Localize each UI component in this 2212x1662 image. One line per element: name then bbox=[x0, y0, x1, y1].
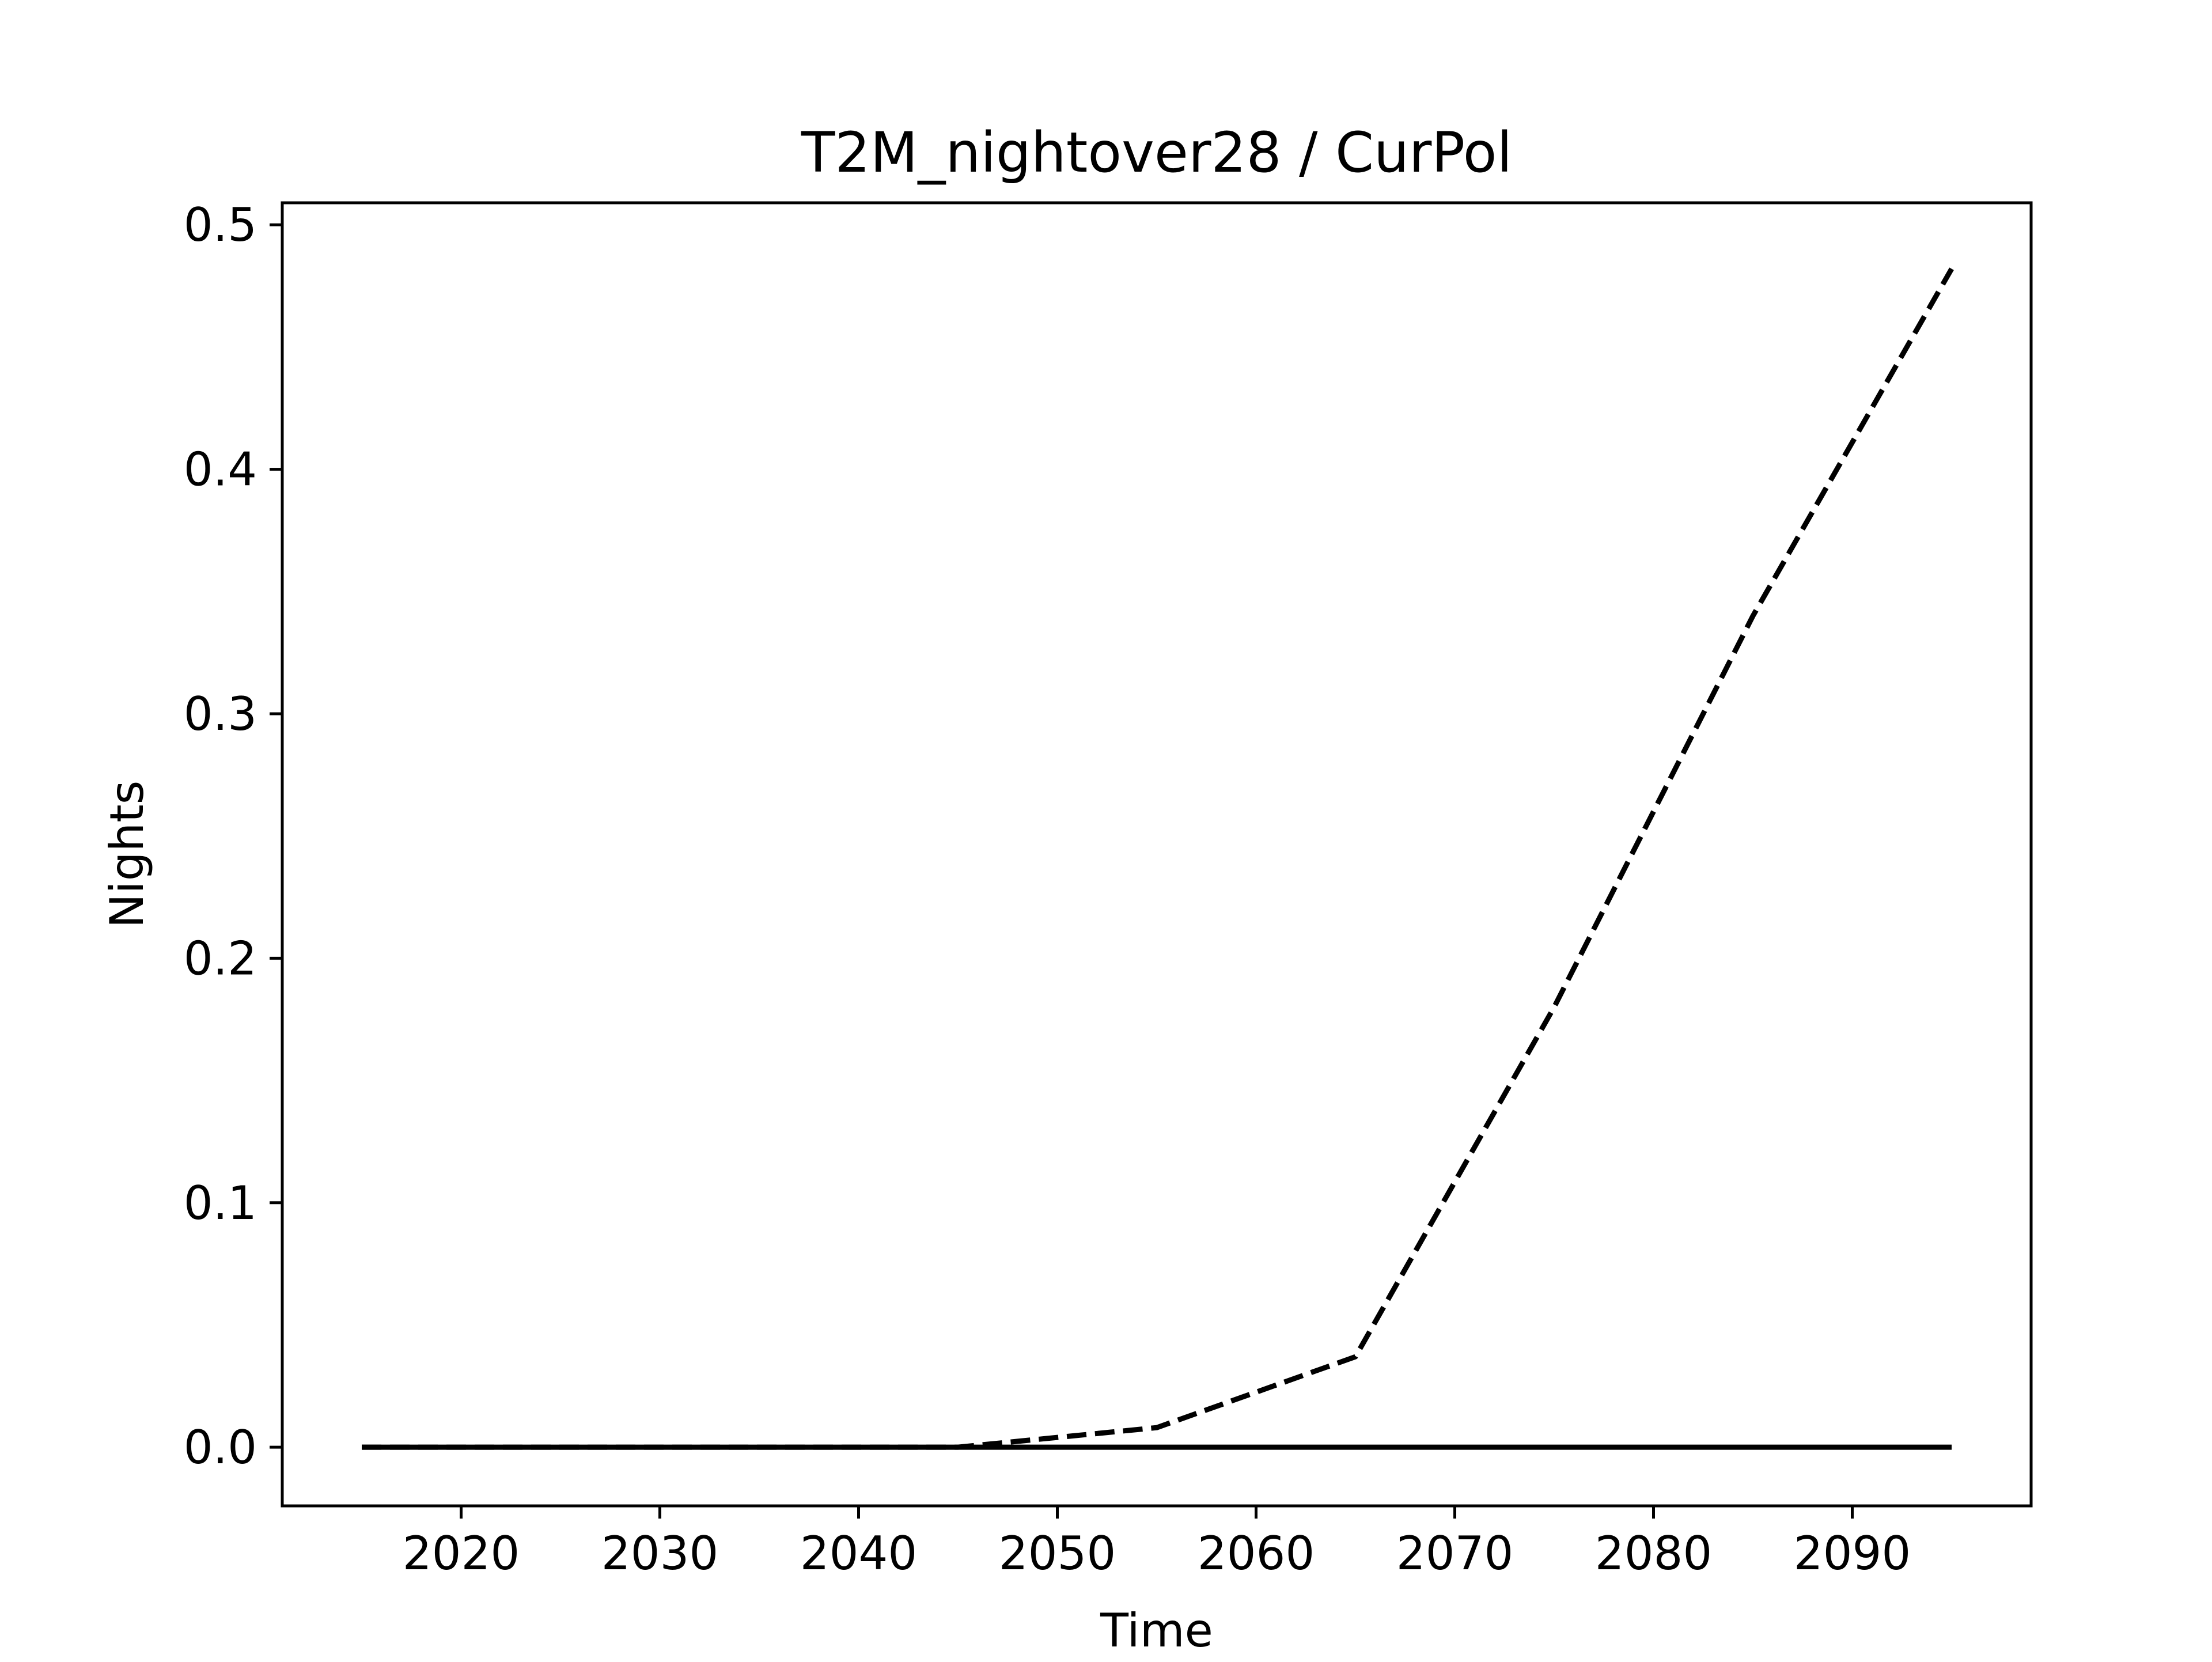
series-line-dashed bbox=[362, 267, 1954, 1450]
x-tick-label: 2030 bbox=[601, 1527, 719, 1580]
y-tick-label: 0.1 bbox=[184, 1176, 257, 1230]
y-axis: 0.0 0.1 0.2 0.3 0.4 0.5 bbox=[184, 198, 282, 1474]
x-tick-label: 2070 bbox=[1396, 1527, 1514, 1580]
y-tick-label: 0.4 bbox=[184, 443, 257, 497]
y-axis-label: Nights bbox=[100, 781, 154, 929]
x-tick-label: 2020 bbox=[403, 1527, 520, 1580]
y-tick-label: 0.0 bbox=[184, 1421, 257, 1474]
y-tick-label: 0.5 bbox=[184, 198, 257, 252]
chart-title: T2M_nightover28 / CurPol bbox=[801, 120, 1512, 185]
plot-area bbox=[362, 267, 1954, 1450]
x-tick-label: 2060 bbox=[1198, 1527, 1315, 1580]
axes-frame bbox=[281, 201, 2033, 1508]
x-tick-label: 2040 bbox=[800, 1527, 918, 1580]
y-tick-label: 0.2 bbox=[184, 932, 257, 985]
x-tick-label: 2090 bbox=[1794, 1527, 1911, 1580]
x-axis-label: Time bbox=[1100, 1604, 1213, 1657]
x-axis: 2020 2030 2040 2050 2060 2070 2080 2090 bbox=[403, 1506, 1911, 1580]
x-tick-label: 2050 bbox=[999, 1527, 1116, 1580]
x-tick-label: 2080 bbox=[1595, 1527, 1713, 1580]
y-tick-label: 0.3 bbox=[184, 687, 257, 741]
